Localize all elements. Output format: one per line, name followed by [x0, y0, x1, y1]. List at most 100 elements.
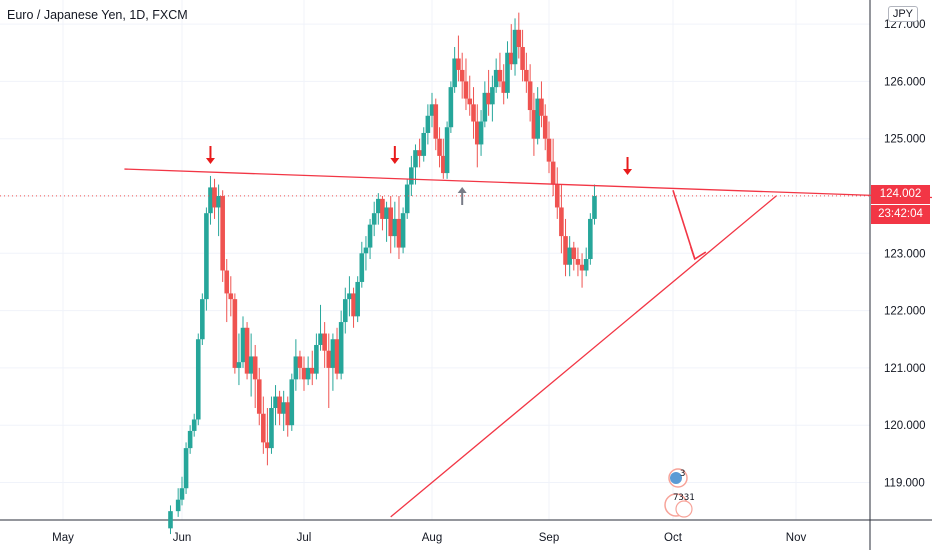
time-tick-label: Nov [786, 532, 807, 544]
candle-body [490, 87, 495, 105]
support-trendline[interactable] [390, 195, 777, 518]
candle [563, 218, 568, 277]
price-tick-label: 123.000 [884, 248, 926, 260]
candle [433, 98, 439, 151]
candle-body [232, 299, 238, 368]
candle-body [592, 196, 597, 219]
down-arrow-marker-head [205, 158, 215, 164]
candle [342, 287, 348, 334]
candle-body [441, 155, 446, 174]
candles [168, 12, 597, 535]
candle-body [493, 69, 499, 88]
candle [425, 104, 431, 145]
up-arrow-marker-head [457, 187, 467, 193]
candle [347, 276, 352, 317]
candle [179, 476, 185, 506]
candle-body [508, 52, 514, 65]
down-arrow-marker[interactable] [390, 146, 400, 164]
candle [546, 121, 552, 174]
candle-body [265, 442, 270, 449]
candle-body [486, 92, 491, 105]
candle [583, 247, 589, 277]
candle-body [179, 488, 185, 500]
candle [236, 333, 242, 386]
candle-body [409, 167, 414, 185]
candle-body [425, 115, 431, 133]
candle [252, 344, 258, 409]
candle [421, 127, 427, 162]
candle [224, 259, 230, 323]
price-tick-label: 120.000 [884, 420, 926, 432]
candle [281, 390, 286, 431]
time-tick-label: Jun [173, 532, 192, 544]
down-arrow-marker[interactable] [205, 146, 215, 164]
drawings[interactable] [0, 146, 932, 518]
time-axis[interactable]: May Jun Jul Aug Sep Oct Nov [0, 519, 932, 544]
candle-body [554, 184, 560, 208]
down-arrow-marker[interactable] [623, 157, 633, 175]
down-arrow-marker-head [623, 169, 633, 175]
candle-body [376, 198, 381, 214]
candle-body [567, 247, 572, 265]
candle-body [195, 339, 201, 420]
candle-body [448, 87, 454, 128]
candle-body [293, 356, 299, 380]
candle [338, 310, 344, 380]
candle-body [224, 270, 230, 294]
candle [417, 138, 422, 168]
candle-body [351, 293, 356, 317]
globe-icon [670, 472, 682, 484]
time-tick-label: Aug [422, 532, 442, 544]
candle [508, 24, 514, 70]
candle [384, 201, 389, 242]
candle-body [342, 299, 348, 323]
candle [392, 201, 398, 248]
up-arrow-marker[interactable] [457, 187, 467, 205]
candle-body [482, 92, 488, 122]
candle-body [380, 198, 385, 219]
candle-body [579, 264, 585, 271]
candle-body [363, 247, 369, 254]
candle-body [220, 196, 225, 271]
candle-body [183, 448, 189, 489]
candle-body [236, 362, 242, 368]
price-tick-label: 126.000 [884, 76, 926, 88]
candle [474, 104, 480, 168]
candle [261, 396, 266, 454]
price-tick-label: 121.000 [884, 363, 926, 375]
candle-body [563, 236, 568, 265]
candle [471, 87, 476, 139]
time-tick-label: May [52, 532, 74, 544]
countdown-badge: 23:42:04 [871, 205, 930, 224]
candle-body [261, 413, 266, 443]
candle-body [318, 333, 323, 345]
candle-body [527, 81, 533, 111]
currency-badge[interactable]: JPY [887, 6, 918, 22]
candle [554, 167, 560, 219]
earnings-event-icon[interactable]: 7331 [664, 493, 695, 518]
candle-body [437, 138, 442, 156]
candle-body [478, 121, 484, 145]
candle-body [429, 104, 435, 116]
candle-body [297, 356, 303, 368]
candle-body [355, 281, 360, 317]
candle [232, 293, 238, 374]
price-axis[interactable]: 119.000120.000121.000122.000123.000124.0… [869, 0, 926, 550]
candle-body [392, 218, 398, 237]
candle [191, 413, 197, 437]
resistance-trendline[interactable] [124, 168, 932, 199]
candle-body [531, 110, 537, 139]
candle [248, 333, 254, 397]
candle-body [322, 333, 327, 351]
projection-arrow-head[interactable] [690, 246, 707, 261]
candle [444, 121, 450, 179]
candle-body [433, 104, 439, 139]
economic-event-icon[interactable]: 3 [668, 468, 688, 488]
candle [195, 333, 201, 426]
event-icons[interactable]: 3 7331 [664, 468, 695, 518]
candle-body [524, 69, 529, 82]
candle-body [285, 402, 291, 426]
candle [228, 276, 234, 317]
candle-body [444, 127, 450, 174]
